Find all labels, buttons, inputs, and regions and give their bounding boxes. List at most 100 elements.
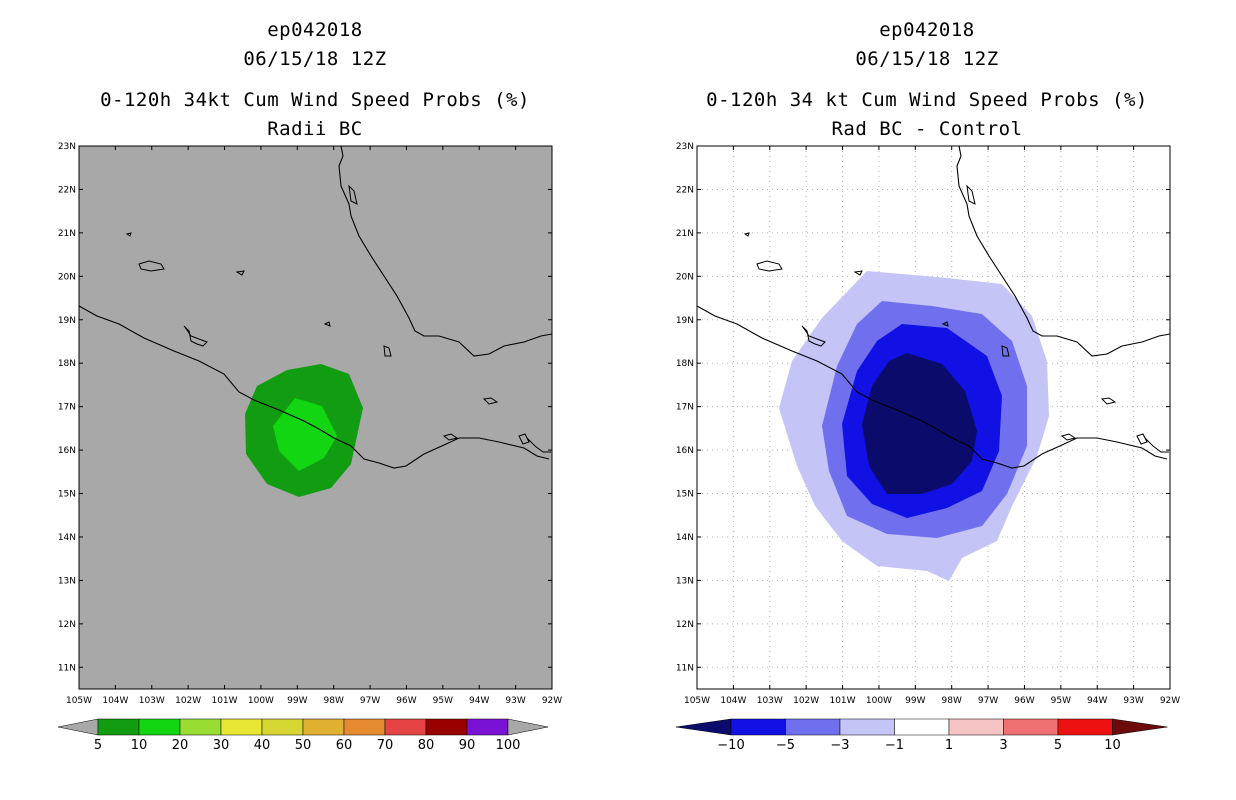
colorbar-right-box: [948, 718, 1004, 736]
right-title-date: 06/15/18 12Z: [855, 48, 999, 70]
left-map-panel: 23N22N21N20N19N18N17N16N15N14N13N12N11N …: [58, 142, 562, 706]
lat-label: 20N: [676, 272, 694, 282]
lon-label: 99W: [905, 696, 925, 706]
lat-label: 11N: [58, 663, 76, 673]
lat-label: 19N: [58, 316, 76, 326]
colorbar-left-label: 10: [131, 738, 148, 753]
colorbar-right-box: [1003, 718, 1059, 736]
colorbar-right-label: −5: [776, 738, 795, 753]
colorbar-left-box: [179, 718, 222, 736]
colorbar-left-box: [97, 718, 140, 736]
lat-label: 17N: [58, 403, 76, 413]
lat-label: 22N: [58, 185, 76, 195]
colorbar-right-box: [730, 718, 786, 736]
lon-label: 102W: [175, 696, 201, 706]
lon-label: 95W: [1051, 696, 1071, 706]
lat-label: 17N: [676, 403, 694, 413]
colorbar-right-upper-arrow: [1112, 718, 1168, 736]
left-lat-ticks: 23N 22N 21N 20N 19N 18N 17N 16N 15N 14N 13N 12N 11N: [58, 142, 552, 673]
lat-label: 13N: [58, 576, 76, 586]
lat-label: 18N: [676, 359, 694, 369]
lon-label: 101W: [829, 696, 855, 706]
colorbar-right-box: [894, 718, 950, 736]
colorbar-left-label: 50: [295, 738, 312, 753]
lon-label: 104W: [102, 696, 128, 706]
right-map-panel: 23N22N21N20N19N18N17N16N15N14N13N12N11N …: [676, 142, 1180, 706]
colorbar-left-label: 5: [94, 738, 102, 753]
lat-label: 18N: [58, 359, 76, 369]
lat-label: 11N: [676, 663, 694, 673]
lon-label: 98W: [324, 696, 344, 706]
lon-label: 105W: [684, 696, 710, 706]
lat-label: 20N: [58, 272, 76, 282]
colorbar-right-lower-arrow: [675, 718, 732, 736]
right-title-product: 0-120h 34 kt Cum Wind Speed Probs (%): [706, 89, 1148, 111]
lat-label: 16N: [676, 446, 694, 456]
lon-label: 92W: [1160, 696, 1180, 706]
colorbar-left-label: 100: [496, 738, 521, 753]
right-title-storm: ep042018: [879, 19, 975, 41]
right-diff-minus10-contour: [862, 353, 977, 494]
right-title-subtitle: Rad BC - Control: [831, 118, 1023, 140]
lon-label: 99W: [287, 696, 307, 706]
colorbar-left-box: [425, 718, 468, 736]
lon-label: 102W: [793, 696, 819, 706]
colorbar-left-box: [220, 718, 263, 736]
colorbar-right-label: 3: [999, 738, 1007, 753]
left-lon-ticks: 105W 104W 103W 102W 101W 100W 99W 98W 97W 96W 95W 9…: [66, 146, 562, 706]
colorbar-left-box: [343, 718, 386, 736]
left-title-subtitle: Radii BC: [267, 118, 363, 140]
lat-label: 14N: [58, 533, 76, 543]
lon-label: 94W: [1087, 696, 1107, 706]
lon-label: 96W: [1014, 696, 1034, 706]
colorbar-left-label: 40: [254, 738, 271, 753]
lon-label: 93W: [1123, 696, 1143, 706]
colorbar-left-upper-arrow: [507, 718, 549, 736]
colorbar-left-label: 60: [336, 738, 353, 753]
lat-label: 22N: [676, 185, 694, 195]
colorbar-left-box: [384, 718, 427, 736]
right-colorbar: −10 −5 −3 −1 1 3 5 10: [675, 718, 1168, 753]
colorbar-left-box: [261, 718, 304, 736]
left-title-product: 0-120h 34kt Cum Wind Speed Probs (%): [100, 89, 530, 111]
left-colorbar: 5 10 20 30 40 50 60 70 80 90 100: [57, 718, 549, 753]
colorbar-right-box: [839, 718, 895, 736]
colorbar-right-label: 10: [1104, 738, 1121, 753]
left-title: ep042018 06/15/18 12Z 0-120h 34kt Cum Wi…: [35, 16, 595, 144]
lat-label: 15N: [58, 490, 76, 500]
colorbar-right-label: 1: [945, 738, 953, 753]
colorbar-left-lower-arrow: [57, 718, 99, 736]
colorbar-left-label: 70: [377, 738, 394, 753]
left-title-date: 06/15/18 12Z: [243, 48, 387, 70]
colorbar-right-label: −3: [830, 738, 849, 753]
lat-label: 15N: [676, 490, 694, 500]
lat-label: 23N: [676, 142, 694, 152]
lat-label: 14N: [676, 533, 694, 543]
lat-label: 21N: [58, 229, 76, 239]
right-map-gridlines: [697, 146, 1170, 689]
lon-label: 100W: [248, 696, 274, 706]
lat-label: 19N: [676, 316, 694, 326]
left-map-frame: [78, 145, 553, 690]
colorbar-right-box: [785, 718, 841, 736]
lat-label: 23N: [58, 142, 76, 152]
right-lon-ticks: 105W 104W 103W 102W 101W 100W 99W 98W 97W 96W 95W 9…: [684, 146, 1180, 706]
colorbar-right-box: [1057, 718, 1113, 736]
lon-label: 104W: [720, 696, 746, 706]
lon-label: 97W: [360, 696, 380, 706]
lat-label: 12N: [676, 620, 694, 630]
right-lat-ticks: 23N 22N 21N 20N 19N 18N 17N 16N 15N 14N 13N 12N 11N: [676, 142, 1170, 673]
lon-label: 103W: [757, 696, 783, 706]
lon-label: 98W: [942, 696, 962, 706]
lon-label: 95W: [433, 696, 453, 706]
colorbar-left-box: [138, 718, 181, 736]
colorbar-left-box: [466, 718, 509, 736]
lon-label: 92W: [542, 696, 562, 706]
colorbar-right-label: 5: [1054, 738, 1062, 753]
colorbar-left-box: [302, 718, 345, 736]
lon-label: 96W: [396, 696, 416, 706]
lon-label: 101W: [211, 696, 237, 706]
lat-label: 13N: [676, 576, 694, 586]
left-title-storm: ep042018: [267, 19, 363, 41]
